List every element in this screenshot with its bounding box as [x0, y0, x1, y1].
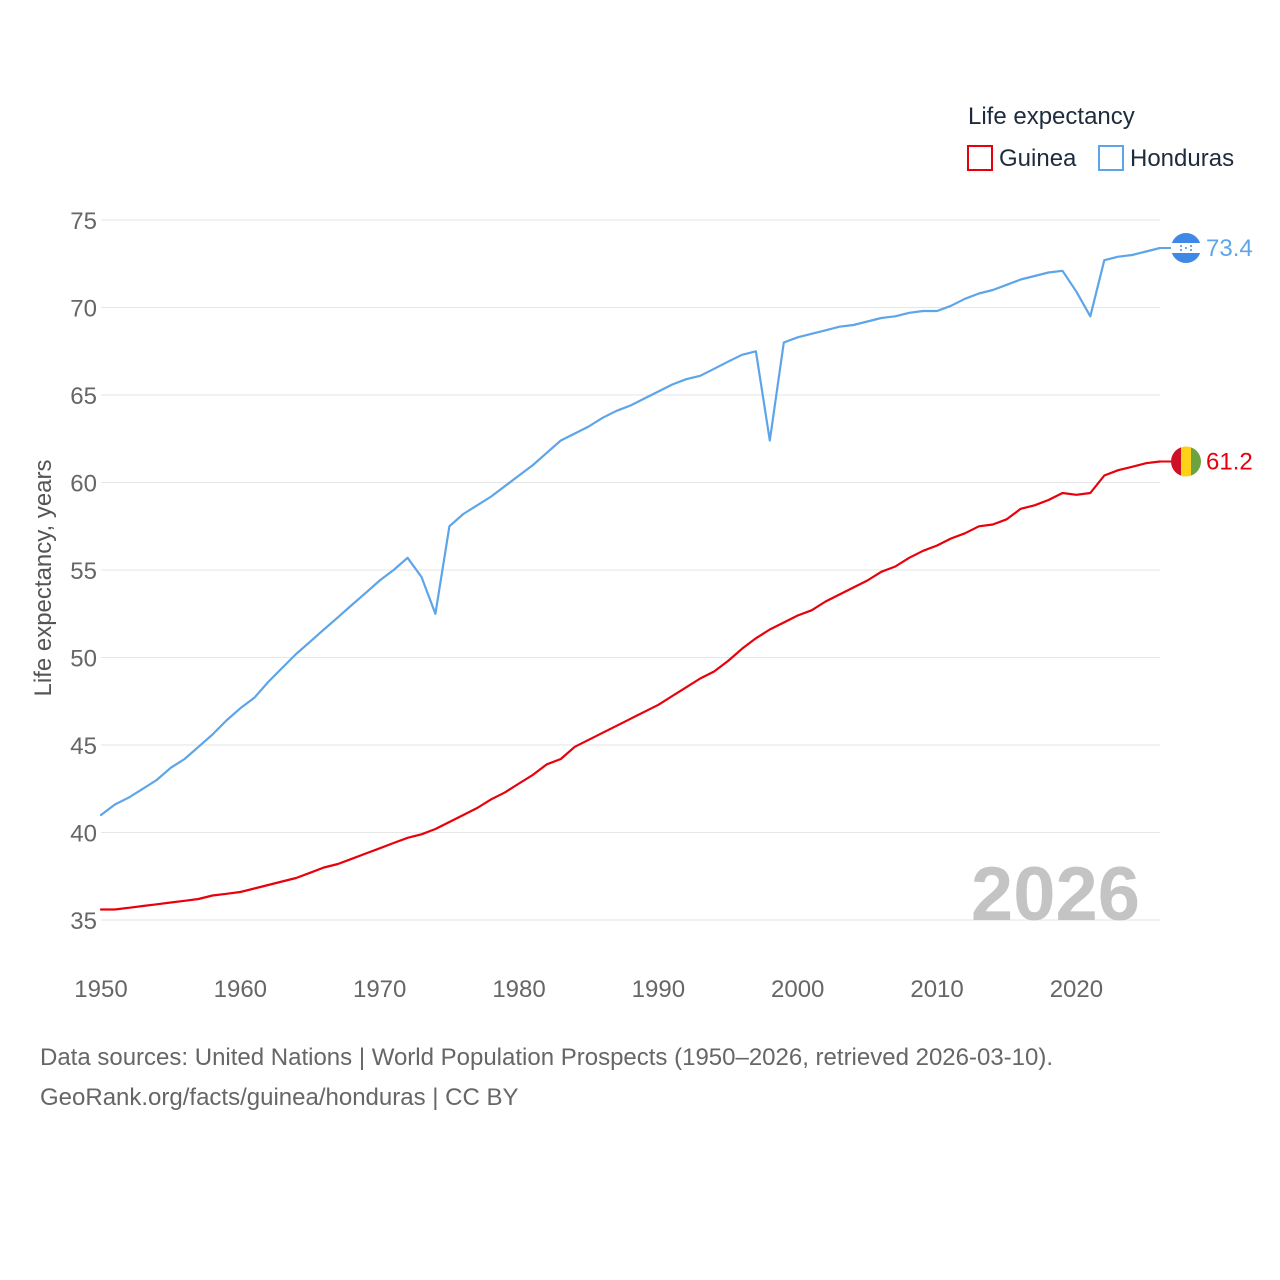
y-axis-ticks: 35 40 45 50 55 60 65 70 75: [70, 208, 97, 935]
x-tick-label: 1980: [492, 976, 545, 1003]
end-value-label-honduras: 73.4: [1206, 235, 1253, 262]
y-tick-label: 60: [70, 471, 97, 498]
y-tick-label: 70: [70, 296, 97, 323]
y-tick-label: 75: [70, 208, 97, 235]
y-tick-label: 55: [70, 558, 97, 585]
series-end-markers: 61.2 73.4: [1160, 233, 1253, 477]
legend-title: Life expectancy: [968, 103, 1135, 130]
honduras-flag-icon: [1171, 233, 1201, 263]
y-tick-label: 45: [70, 733, 97, 760]
legend-swatch-guinea: [967, 145, 993, 171]
legend-label-honduras[interactable]: Honduras: [1130, 145, 1234, 172]
x-tick-label: 1950: [74, 976, 127, 1003]
x-tick-label: 1960: [214, 976, 267, 1003]
grid-lines: [101, 219, 1160, 921]
line-chart: 35 40 45 50 55 60 65 70 75 1950 1960 1970 1980 1990 2…: [30, 103, 1253, 1003]
series-line-guinea: [99, 460, 1162, 911]
y-tick-label: 65: [70, 383, 97, 410]
footer-attribution[interactable]: GeoRank.org/facts/guinea/honduras | CC B…: [40, 1084, 519, 1111]
y-tick-label: 35: [70, 908, 97, 935]
series-lines: [99, 246, 1162, 911]
series-line-honduras: [99, 246, 1162, 817]
legend: Life expectancy Guinea Honduras: [967, 103, 1234, 172]
x-tick-label: 1970: [353, 976, 406, 1003]
end-value-label-guinea: 61.2: [1206, 449, 1253, 476]
legend-label-guinea[interactable]: Guinea: [999, 145, 1077, 172]
x-tick-label: 1990: [632, 976, 685, 1003]
y-tick-label: 40: [70, 821, 97, 848]
x-tick-label: 2010: [910, 976, 963, 1003]
legend-swatch-honduras: [1098, 145, 1124, 171]
current-year-watermark: 2026: [971, 852, 1140, 937]
footer-sources: Data sources: United Nations | World Pop…: [40, 1044, 1054, 1071]
y-tick-label: 50: [70, 646, 97, 673]
guinea-flag-icon: [1171, 446, 1201, 477]
x-tick-label: 2020: [1050, 976, 1103, 1003]
x-axis-ticks: 1950 1960 1970 1980 1990 2000 2010 2020: [74, 976, 1103, 1003]
x-tick-label: 2000: [771, 976, 824, 1003]
y-axis-label: Life expectancy, years: [30, 459, 57, 696]
